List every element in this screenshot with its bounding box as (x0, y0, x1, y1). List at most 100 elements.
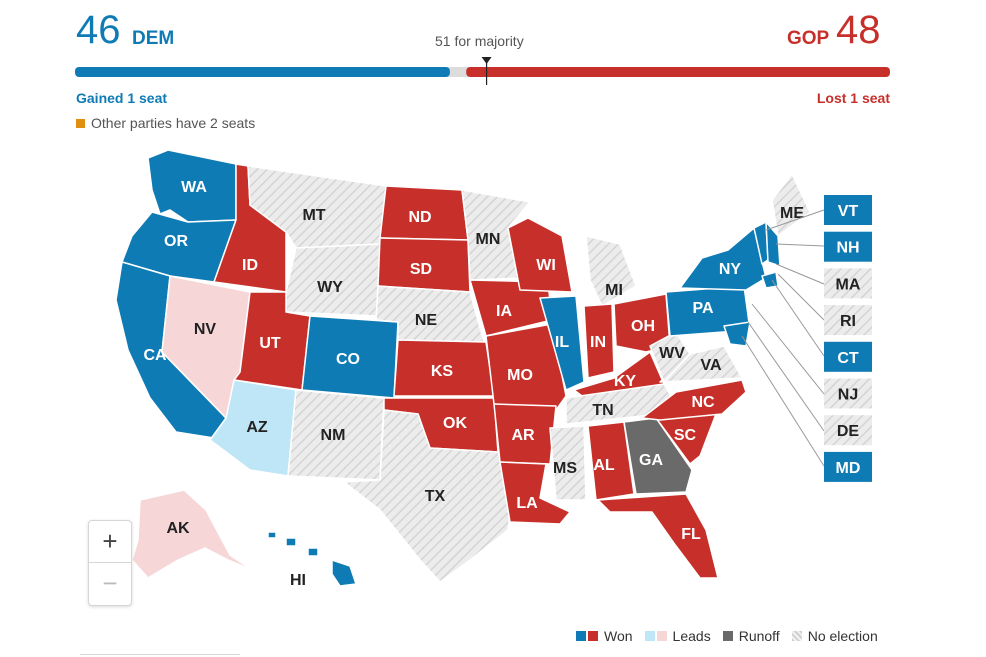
label-mi: MI (605, 282, 623, 299)
small-state-box-nh[interactable] (824, 231, 872, 262)
state-tx[interactable] (343, 409, 513, 583)
other-parties-text: Other parties have 2 seats (91, 115, 256, 131)
label-me: ME (780, 205, 804, 222)
label-ny: NY (719, 261, 742, 278)
label-co: CO (336, 351, 360, 368)
small-state-label-nh: NH (836, 240, 859, 257)
map-legend: Won Leads Runoff No election (576, 628, 890, 644)
dem-seat-count: 46 (76, 8, 121, 52)
label-az: AZ (246, 419, 268, 436)
label-mn: MN (476, 231, 501, 248)
legend-leads: Leads (644, 628, 711, 644)
other-party-swatch (76, 118, 85, 128)
bottom-divider (80, 654, 240, 655)
small-state-label-nj: NJ (838, 387, 858, 404)
legend-no-election-label: No election (807, 628, 878, 644)
state-la[interactable] (499, 461, 571, 525)
small-state-label-de: DE (837, 423, 860, 440)
label-in: IN (590, 334, 606, 351)
state-ms[interactable] (549, 425, 587, 501)
label-pa: PA (692, 300, 713, 317)
state-al[interactable] (587, 421, 635, 501)
label-fl: FL (681, 526, 701, 543)
dem-change: Gained 1 seat (76, 90, 168, 106)
small-state-label-vt: VT (838, 203, 859, 220)
zoom-out-button[interactable]: − (102, 568, 118, 598)
label-la: LA (516, 495, 538, 512)
state-il[interactable] (539, 295, 585, 391)
state-in[interactable] (583, 303, 615, 379)
label-or: OR (164, 233, 188, 250)
state-ny[interactable] (679, 227, 767, 291)
label-ks: KS (431, 363, 454, 380)
state-me[interactable] (771, 173, 811, 237)
state-nc[interactable] (641, 379, 747, 421)
state-ak[interactable] (131, 489, 253, 579)
label-ga: GA (639, 452, 663, 469)
legend-won-label: Won (604, 628, 633, 644)
state-fl[interactable] (597, 493, 719, 579)
zoom-control: + − (88, 520, 132, 606)
small-state-label-md: MD (836, 460, 861, 477)
label-id: ID (242, 257, 258, 274)
label-ky: KY (614, 373, 637, 390)
label-il: IL (555, 334, 569, 351)
label-ms: MS (553, 460, 577, 477)
label-nd: ND (408, 209, 431, 226)
legend-won-dem-swatch (576, 631, 586, 641)
state-wv[interactable] (649, 331, 691, 383)
legend-leads-label: Leads (672, 628, 711, 644)
small-state-box-md[interactable] (824, 451, 872, 482)
small-state-box-vt[interactable] (824, 195, 872, 225)
label-nc: NC (691, 394, 715, 411)
zoom-in-button[interactable]: + (89, 521, 131, 563)
state-or[interactable] (121, 211, 237, 283)
state-wi[interactable] (507, 217, 573, 293)
state-ct-shape[interactable] (761, 271, 779, 289)
label-ok: OK (443, 415, 467, 432)
gop-seat-bar (466, 67, 890, 77)
label-ca: CA (143, 347, 167, 364)
label-al: AL (593, 457, 615, 474)
label-ar: AR (511, 427, 535, 444)
legend-no-election: No election (791, 628, 878, 644)
leader-lines (741, 209, 825, 467)
other-parties-note: Other parties have 2 seats (76, 115, 255, 131)
small-state-box-ct[interactable] (824, 341, 872, 372)
legend-leads-dem-swatch (644, 631, 655, 641)
legend-runoff-label: Runoff (738, 628, 780, 644)
label-ak: AK (166, 520, 190, 537)
gop-change: Lost 1 seat (816, 90, 890, 106)
label-wv: WV (659, 345, 685, 362)
label-ia: IA (496, 303, 512, 320)
majority-label: 51 for majority (435, 33, 524, 49)
state-mi[interactable] (585, 235, 637, 307)
legend-runoff-swatch (722, 631, 733, 641)
label-sc: SC (674, 427, 697, 444)
state-ar[interactable] (493, 403, 557, 465)
dem-seat-bar (75, 67, 450, 77)
label-hi: HI (290, 572, 306, 589)
label-oh: OH (631, 318, 655, 335)
small-state-box-de[interactable] (824, 415, 872, 446)
label-va: VA (700, 357, 721, 374)
majority-marker-icon (481, 57, 492, 64)
state-md-shape[interactable] (723, 321, 751, 347)
small-state-box-ri[interactable] (824, 305, 872, 336)
dem-label: DEM (132, 28, 175, 49)
small-state-box-nj[interactable] (824, 378, 872, 409)
small-state-label-ct: CT (837, 350, 859, 367)
label-mt: MT (302, 207, 325, 224)
state-wy[interactable] (285, 243, 383, 317)
state-hi[interactable] (267, 531, 357, 587)
legend-won: Won (576, 628, 633, 644)
small-state-label-ri: RI (840, 313, 856, 330)
small-state-box-ma[interactable] (824, 268, 872, 299)
label-tn: TN (592, 402, 613, 419)
label-ut: UT (259, 335, 281, 352)
state-mo[interactable] (485, 323, 567, 411)
legend-won-gop-swatch (588, 631, 598, 641)
legend-no-election-swatch (791, 631, 802, 641)
label-ne: NE (415, 312, 438, 329)
